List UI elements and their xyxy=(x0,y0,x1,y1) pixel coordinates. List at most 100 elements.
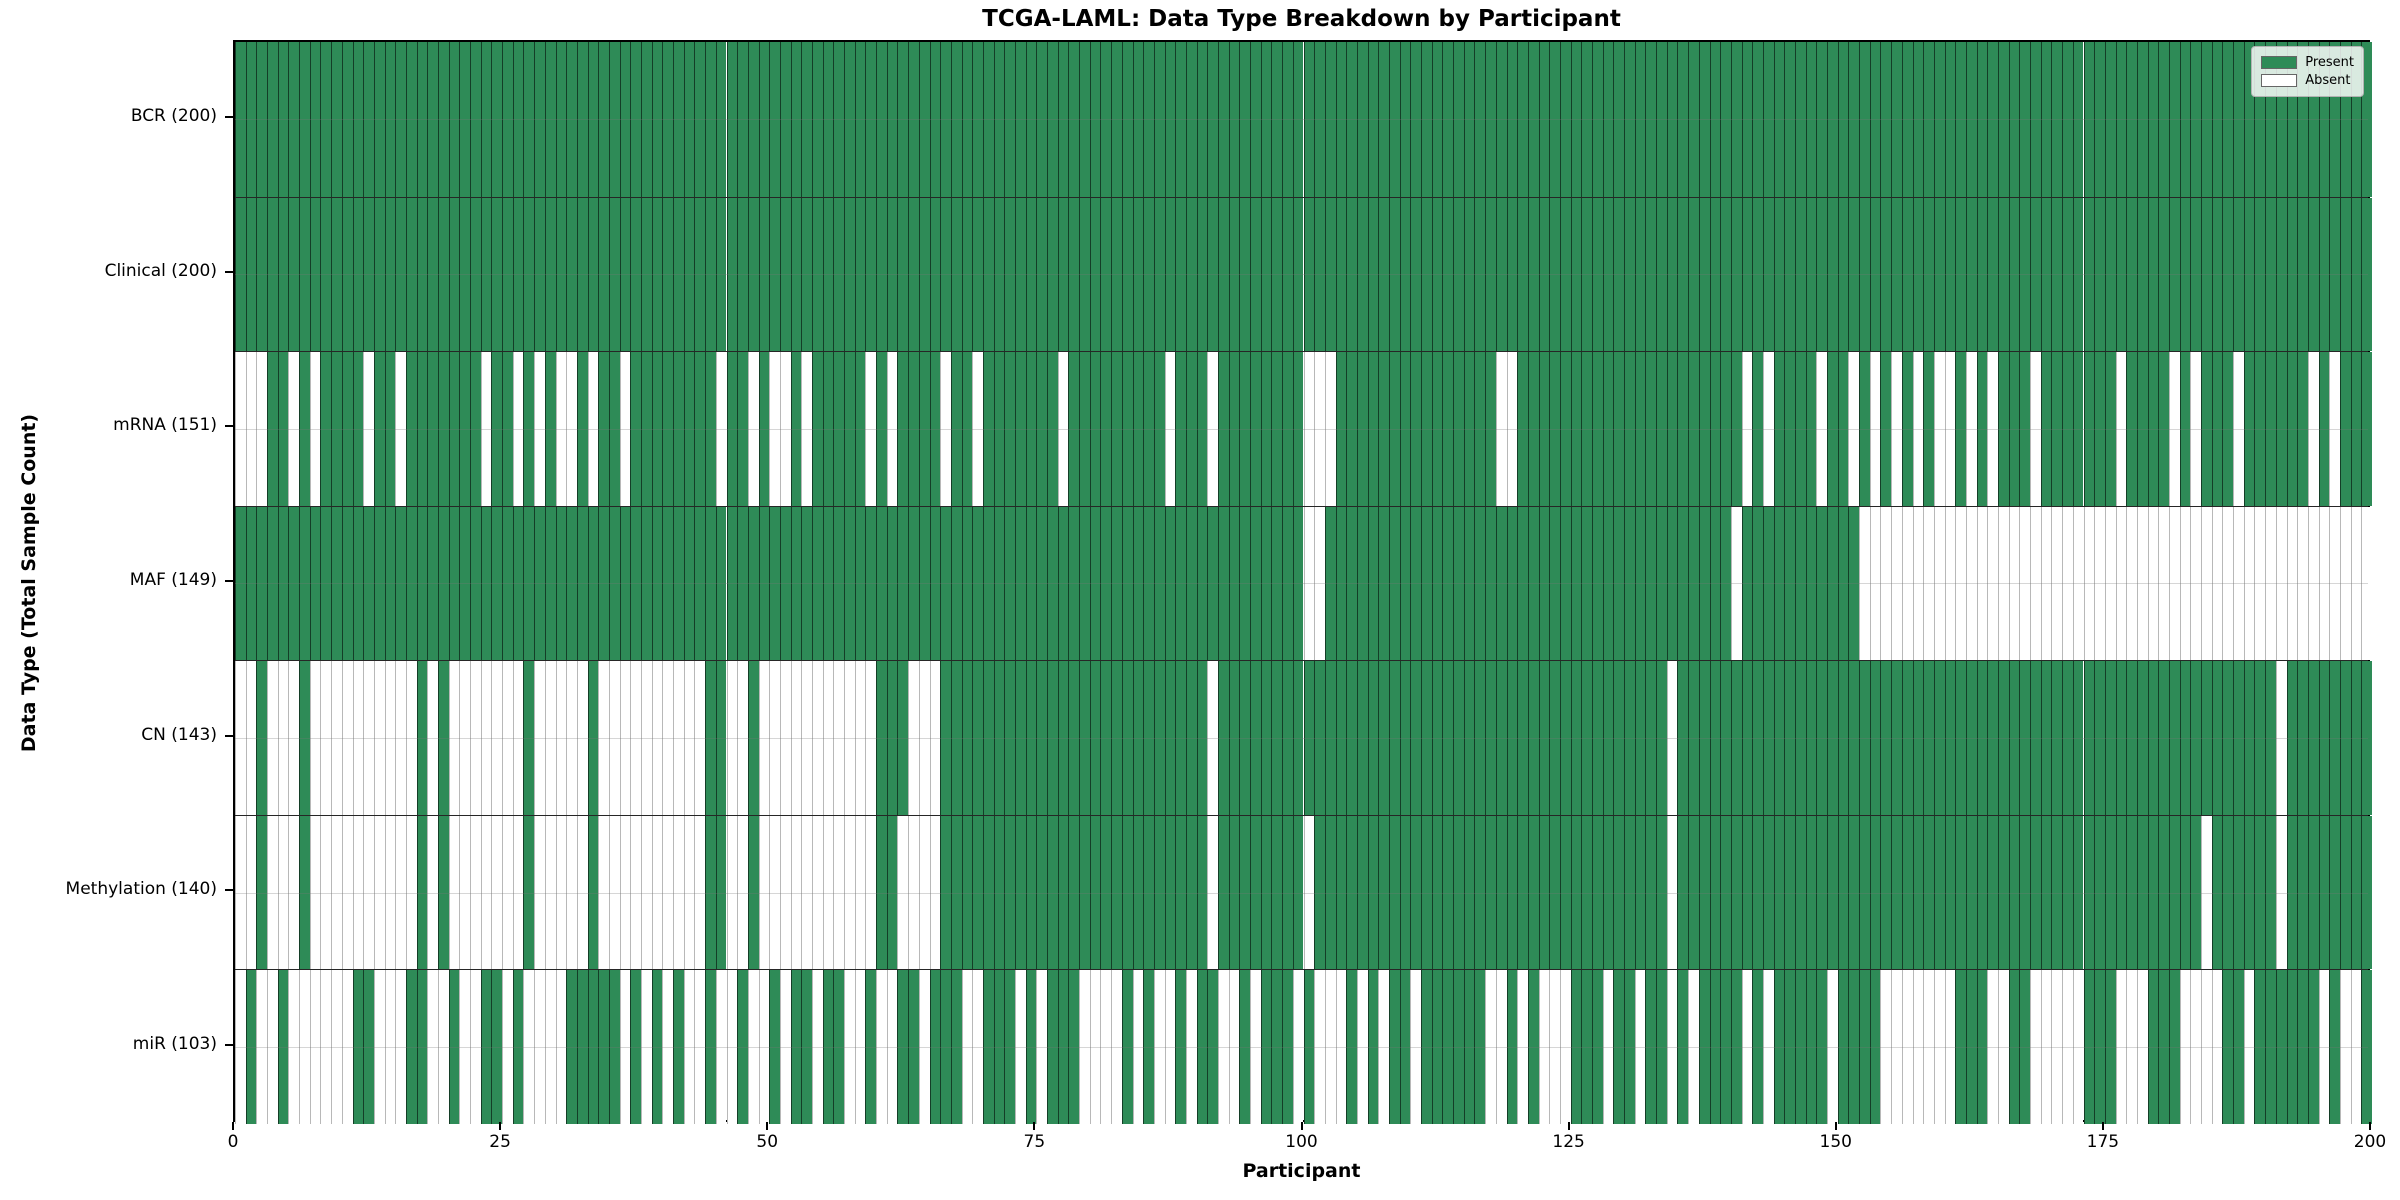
heatmap-cell xyxy=(844,970,855,1124)
heatmap-cell xyxy=(1570,352,1582,506)
heatmap-cell xyxy=(1998,815,2009,970)
heatmap-cell xyxy=(576,661,588,815)
heatmap-cell xyxy=(950,42,962,197)
heatmap-cell xyxy=(2297,352,2308,506)
heatmap-cell xyxy=(1976,42,1988,197)
heatmap-cell xyxy=(715,42,727,197)
heatmap-cell xyxy=(331,506,342,661)
heatmap-cell xyxy=(2361,42,2372,197)
heatmap-cell xyxy=(1912,352,1924,506)
heatmap-cell xyxy=(1228,197,1240,352)
heatmap-cell xyxy=(1976,506,1988,661)
heatmap-cell xyxy=(1549,661,1560,815)
heatmap-cell xyxy=(1666,661,1678,815)
heatmap-cell xyxy=(1581,970,1592,1124)
heatmap-cell xyxy=(2136,661,2148,815)
heatmap-cell xyxy=(705,352,716,506)
heatmap-cell xyxy=(2051,815,2063,970)
heatmap-cell xyxy=(2318,506,2330,661)
heatmap-cell xyxy=(2019,970,2031,1124)
heatmap-cell xyxy=(972,42,983,197)
heatmap-cell xyxy=(1164,506,1176,661)
heatmap-cell xyxy=(427,661,438,815)
heatmap-cell xyxy=(833,815,845,970)
heatmap-cell xyxy=(1303,352,1315,506)
heatmap-cell xyxy=(1442,197,1454,352)
heatmap-cell xyxy=(491,352,503,506)
heatmap-cell xyxy=(790,970,802,1124)
heatmap-cell xyxy=(1965,506,1977,661)
heatmap-cell xyxy=(1282,352,1293,506)
heatmap-cell xyxy=(2062,815,2073,970)
heatmap-cell xyxy=(961,661,973,815)
heatmap-cell xyxy=(1132,970,1144,1124)
heatmap-cell xyxy=(1559,42,1571,197)
heatmap-cell xyxy=(1153,197,1165,352)
heatmap-cell xyxy=(972,197,983,352)
heatmap-cell xyxy=(993,661,1005,815)
heatmap-cell xyxy=(2019,352,2031,506)
heatmap-cell xyxy=(523,197,535,352)
heatmap-cell xyxy=(277,970,289,1124)
heatmap-cell xyxy=(726,352,738,506)
heatmap-cell xyxy=(277,661,289,815)
heatmap-cell xyxy=(1859,42,1870,197)
heatmap-cell xyxy=(1869,506,1881,661)
heatmap-cell xyxy=(2307,352,2319,506)
heatmap-cell xyxy=(2094,661,2105,815)
heatmap-cell xyxy=(331,815,342,970)
heatmap-cell xyxy=(630,815,642,970)
heatmap-cell xyxy=(405,661,417,815)
heatmap-cell xyxy=(929,970,941,1124)
heatmap-cell xyxy=(2275,42,2287,197)
heatmap-cell xyxy=(1976,970,1988,1124)
heatmap-cell xyxy=(1004,197,1015,352)
heatmap-cell xyxy=(1591,352,1603,506)
heatmap-cell xyxy=(267,352,278,506)
heatmap-cell xyxy=(940,197,951,352)
heatmap-cell xyxy=(1923,661,1934,815)
heatmap-cell xyxy=(288,197,300,352)
heatmap-cell xyxy=(1260,42,1272,197)
heatmap-cell xyxy=(1292,815,1304,970)
heatmap-cell xyxy=(1762,42,1774,197)
heatmap-cell xyxy=(694,815,706,970)
heatmap-cell xyxy=(1303,506,1315,661)
heatmap-cell xyxy=(576,970,588,1124)
heatmap-cell xyxy=(1698,661,1710,815)
heatmap-cell xyxy=(662,352,674,506)
heatmap-cell xyxy=(1121,42,1133,197)
heatmap-cell xyxy=(2286,352,2298,506)
heatmap-cell xyxy=(1485,42,1496,197)
heatmap-cell xyxy=(1859,815,1870,970)
heatmap-cell xyxy=(2190,506,2202,661)
heatmap-cell xyxy=(1602,506,1614,661)
heatmap-cell xyxy=(1859,970,1870,1124)
heatmap-cell xyxy=(1880,661,1892,815)
heatmap-cell xyxy=(886,970,898,1124)
heatmap-cell xyxy=(1688,197,1699,352)
heatmap-cell xyxy=(341,352,353,506)
heatmap-cell xyxy=(662,42,674,197)
heatmap-cell xyxy=(1955,42,1966,197)
heatmap-cell xyxy=(1730,661,1742,815)
heatmap-cell xyxy=(555,661,567,815)
heatmap-cell xyxy=(833,197,845,352)
heatmap-cell xyxy=(779,506,791,661)
heatmap-cell xyxy=(2361,815,2372,970)
heatmap-cell xyxy=(2051,42,2063,197)
heatmap-cell xyxy=(683,42,695,197)
heatmap-cell xyxy=(2211,197,2223,352)
heatmap-cell xyxy=(683,970,695,1124)
heatmap-cell xyxy=(769,661,780,815)
heatmap-cell xyxy=(897,352,909,506)
heatmap-cell xyxy=(1795,197,1806,352)
heatmap-cell xyxy=(619,42,631,197)
heatmap-cell xyxy=(1442,815,1454,970)
heatmap-cell xyxy=(641,42,652,197)
heatmap-cell xyxy=(1185,506,1197,661)
heatmap-cell xyxy=(1944,815,1956,970)
heatmap-cell xyxy=(1378,506,1389,661)
heatmap-cell xyxy=(1805,661,1817,815)
